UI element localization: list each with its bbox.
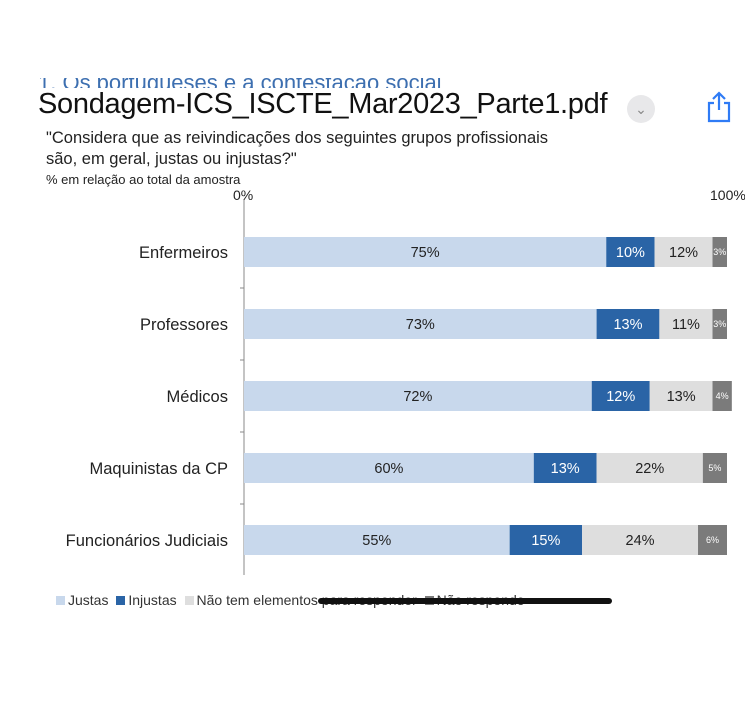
file-title[interactable]: Sondagem-ICS_ISCTE_Mar2023_Parte1.pdf (38, 88, 608, 120)
data-label: 24% (626, 533, 655, 549)
bar-segment (244, 309, 597, 339)
bar-segment (244, 525, 510, 555)
data-label: 3% (713, 247, 726, 257)
tick-label-100: 100% (710, 187, 745, 203)
bar-segment (582, 525, 699, 555)
data-label: 22% (635, 461, 664, 477)
legend: Justas Injustas Não tem elementos para r… (52, 592, 525, 608)
data-label: 13% (551, 461, 580, 477)
bar-segment (596, 453, 703, 483)
category-label: Funcionários Judiciais (66, 532, 228, 550)
data-label: 55% (362, 533, 391, 549)
data-label: 15% (531, 533, 560, 549)
bar-segment (712, 309, 727, 339)
tick-label-0: 0% (233, 187, 254, 203)
bar-segment (244, 237, 607, 267)
bar-segment (244, 381, 592, 411)
data-label: 13% (667, 389, 696, 405)
redaction-scribble (318, 598, 612, 604)
data-label: 60% (374, 461, 403, 477)
legend-swatch-injustas (116, 596, 126, 605)
bar-segment (712, 381, 732, 411)
category-label: Maquinistas da CP (90, 460, 229, 478)
bar-segment (596, 309, 660, 339)
bar-segment (702, 453, 727, 483)
category-label: Professores (140, 316, 228, 334)
stacked-bar-chart: Enfermeiros 75% 10% 12% 3% Professores 73% 13% 1… (66, 200, 732, 575)
data-label: 3% (713, 319, 726, 329)
bar-segment (698, 525, 727, 555)
category-label: Enfermeiros (139, 244, 228, 262)
section-heading-partial: 1. Os portugueses e a contestação social (38, 78, 442, 88)
bar-segment (533, 453, 597, 483)
data-label: 12% (669, 245, 698, 261)
chart-title: "Considera que as reivindicações dos seg… (46, 129, 549, 168)
bar-segment (591, 381, 650, 411)
bar-segment (509, 525, 583, 555)
data-label: 72% (403, 389, 432, 405)
bar-segment (606, 237, 655, 267)
data-label: 75% (411, 245, 440, 261)
bar-segment (244, 453, 534, 483)
share-icon[interactable] (704, 90, 734, 124)
data-label: 73% (406, 317, 435, 333)
bar-segment (654, 237, 713, 267)
bar-segment (659, 309, 713, 339)
data-label: 6% (706, 535, 719, 545)
data-label: 4% (716, 391, 729, 401)
chevron-down-icon[interactable]: ⌄ (627, 95, 655, 123)
legend-swatch-justas (56, 596, 65, 605)
category-label: Médicos (167, 388, 228, 406)
data-label: 13% (613, 317, 642, 333)
data-label: 5% (708, 463, 721, 473)
bar-segment (712, 237, 727, 267)
bar-segment (649, 381, 713, 411)
chart-subtitle: % em relação ao total da amostra (46, 172, 241, 187)
legend-swatch-nao-tem (184, 596, 194, 605)
data-label: 11% (672, 317, 700, 333)
data-label: 10% (616, 245, 645, 261)
data-label: 12% (606, 389, 635, 405)
